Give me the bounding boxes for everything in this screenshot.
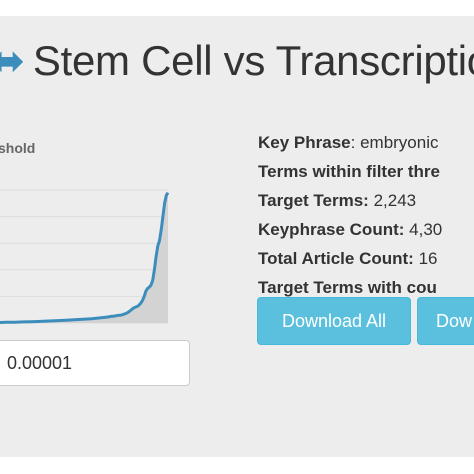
stat-terms-within-filter-label: Terms within filter thre xyxy=(258,162,440,181)
threshold-chart xyxy=(0,189,170,324)
stat-total-article-count-label: Total Article Count: xyxy=(258,249,414,268)
page-title: ⬌ Stem Cell vs Transcriptio xyxy=(0,36,474,85)
stat-keyphrase-count-value: 4,30 xyxy=(409,220,443,239)
page-title-text: Stem Cell vs Transcriptio xyxy=(32,37,474,84)
download-button[interactable]: Dow xyxy=(417,297,474,345)
stat-keyphrase-count-label: Keyphrase Count: xyxy=(258,220,405,239)
chart-area-fill xyxy=(0,192,168,323)
chart-label: shold xyxy=(0,140,36,156)
stat-key-phrase-label: Key Phrase xyxy=(258,133,351,152)
stat-total-article-count: Total Article Count: 16 xyxy=(258,244,474,273)
stat-total-article-count-value: 16 xyxy=(418,249,438,268)
stat-target-terms-with-count: Target Terms with cou xyxy=(258,273,474,302)
stat-keyphrase-count: Keyphrase Count: 4,30 xyxy=(258,215,474,244)
content-panel: ⬌Stem Cell vs Transcriptio shold Key Phr… xyxy=(0,16,474,457)
stats-panel: Key Phrase: embryonic Terms within filte… xyxy=(258,128,474,302)
chart-series-line xyxy=(0,191,170,324)
stat-target-terms-label: Target Terms: xyxy=(258,191,369,210)
threshold-input[interactable] xyxy=(0,340,190,386)
download-all-button[interactable]: Download All xyxy=(257,297,411,345)
stat-target-terms-with-count-label: Target Terms with cou xyxy=(258,278,437,297)
stat-terms-within-filter: Terms within filter thre xyxy=(258,157,474,186)
stat-target-terms-value: 2,243 xyxy=(373,191,417,210)
stat-target-terms: Target Terms: 2,243 xyxy=(258,186,474,215)
stat-key-phrase: Key Phrase: embryonic xyxy=(258,133,439,152)
title-icon: ⬌ xyxy=(0,37,25,84)
stat-key-phrase-value: embryonic xyxy=(360,133,439,152)
